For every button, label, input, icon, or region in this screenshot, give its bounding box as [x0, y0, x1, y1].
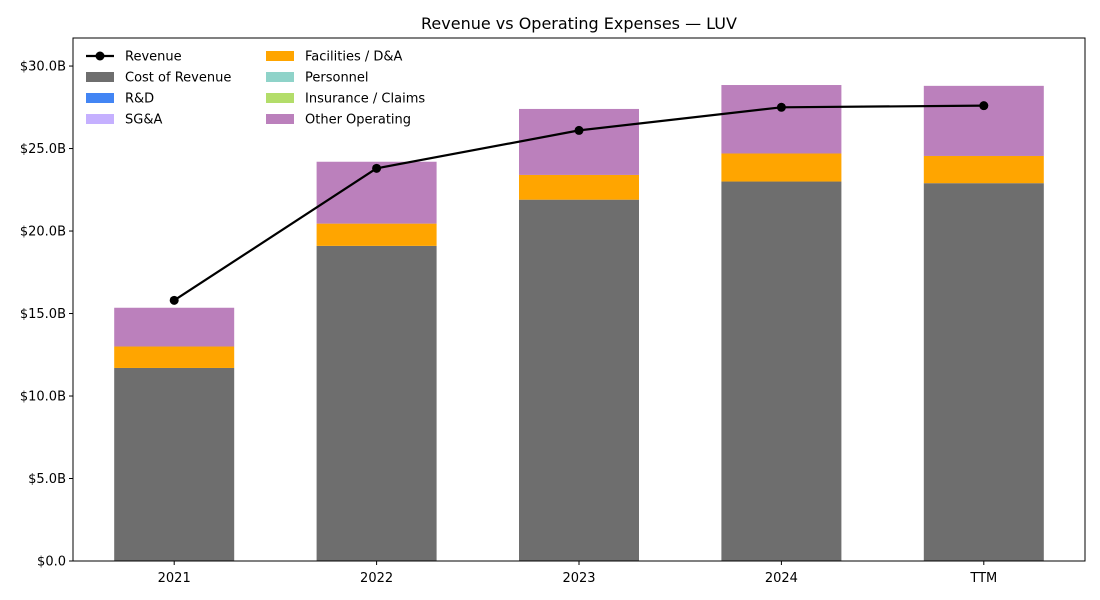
revenue-point-2024	[776, 102, 786, 112]
revenue-point-2021	[169, 295, 179, 305]
y-tick-label: $0.0	[37, 555, 66, 570]
bar-facilities-d-a-2022	[316, 223, 437, 246]
legend-swatch-facilities-d-a	[266, 51, 294, 61]
bar-other-operating-2023	[519, 108, 639, 175]
bar-other-operating-ttm	[923, 85, 1044, 156]
legend-swatch-sg-a	[86, 114, 114, 124]
y-tick-label: $20.0B	[20, 225, 66, 240]
chart-title: Revenue vs Operating Expenses — LUV	[421, 14, 737, 33]
legend-label-personnel: Personnel	[305, 71, 369, 86]
legend-swatch-cost-of-revenue	[86, 72, 114, 82]
y-tick-label: $25.0B	[20, 142, 66, 157]
x-tick-label: 2024	[765, 571, 798, 586]
bar-cost-of-revenue-ttm	[923, 183, 1044, 561]
x-tick-label: TTM	[969, 571, 997, 586]
legend-label-r-d: R&D	[125, 92, 154, 107]
x-tick-label: 2023	[562, 571, 595, 586]
legend-swatch-insurance-claims	[266, 93, 294, 103]
y-tick-label: $30.0B	[20, 60, 66, 75]
legend-label-insurance-claims: Insurance / Claims	[305, 92, 425, 107]
legend-label-revenue: Revenue	[125, 50, 182, 65]
legend-swatch-r-d	[86, 93, 114, 103]
bar-facilities-d-a-2021	[114, 346, 235, 368]
bar-facilities-d-a-2024	[721, 153, 842, 182]
bar-cost-of-revenue-2022	[316, 245, 437, 561]
bar-facilities-d-a-2023	[519, 174, 639, 200]
bars-layer	[114, 85, 1044, 562]
revenue-point-2023	[574, 125, 584, 135]
y-tick-label: $5.0B	[28, 472, 66, 487]
legend-label-cost-of-revenue: Cost of Revenue	[125, 71, 231, 86]
legend-marker-revenue	[95, 51, 105, 61]
axes-layer: $0.0 $5.0B $10.0B $15.0B $20.0B $25.0B $30.0B 2…	[20, 37, 1086, 586]
bar-cost-of-revenue-2023	[519, 199, 639, 561]
legend-label-facilities-d-a: Facilities / D&A	[305, 50, 403, 65]
x-tick-label: 2022	[360, 571, 393, 586]
bar-facilities-d-a-ttm	[923, 155, 1044, 184]
legend-swatch-personnel	[266, 72, 294, 82]
y-tick-label: $15.0B	[20, 307, 66, 322]
y-tick-label: $10.0B	[20, 390, 66, 405]
bar-other-operating-2024	[721, 85, 842, 154]
revenue-line-layer	[169, 101, 989, 305]
legend-swatch-other-operating	[266, 114, 294, 124]
legend: Revenue Cost of Revenue R&D SG&A Facilities …	[86, 50, 425, 128]
bar-other-operating-2021	[114, 307, 235, 347]
x-tick-label: 2021	[158, 571, 191, 586]
revenue-point-ttm	[979, 101, 989, 111]
legend-label-sg-a: SG&A	[125, 113, 162, 128]
bar-cost-of-revenue-2021	[114, 367, 235, 561]
revenue-point-2022	[372, 163, 382, 173]
legend-label-other-operating: Other Operating	[305, 113, 411, 128]
bar-cost-of-revenue-2024	[721, 181, 842, 562]
